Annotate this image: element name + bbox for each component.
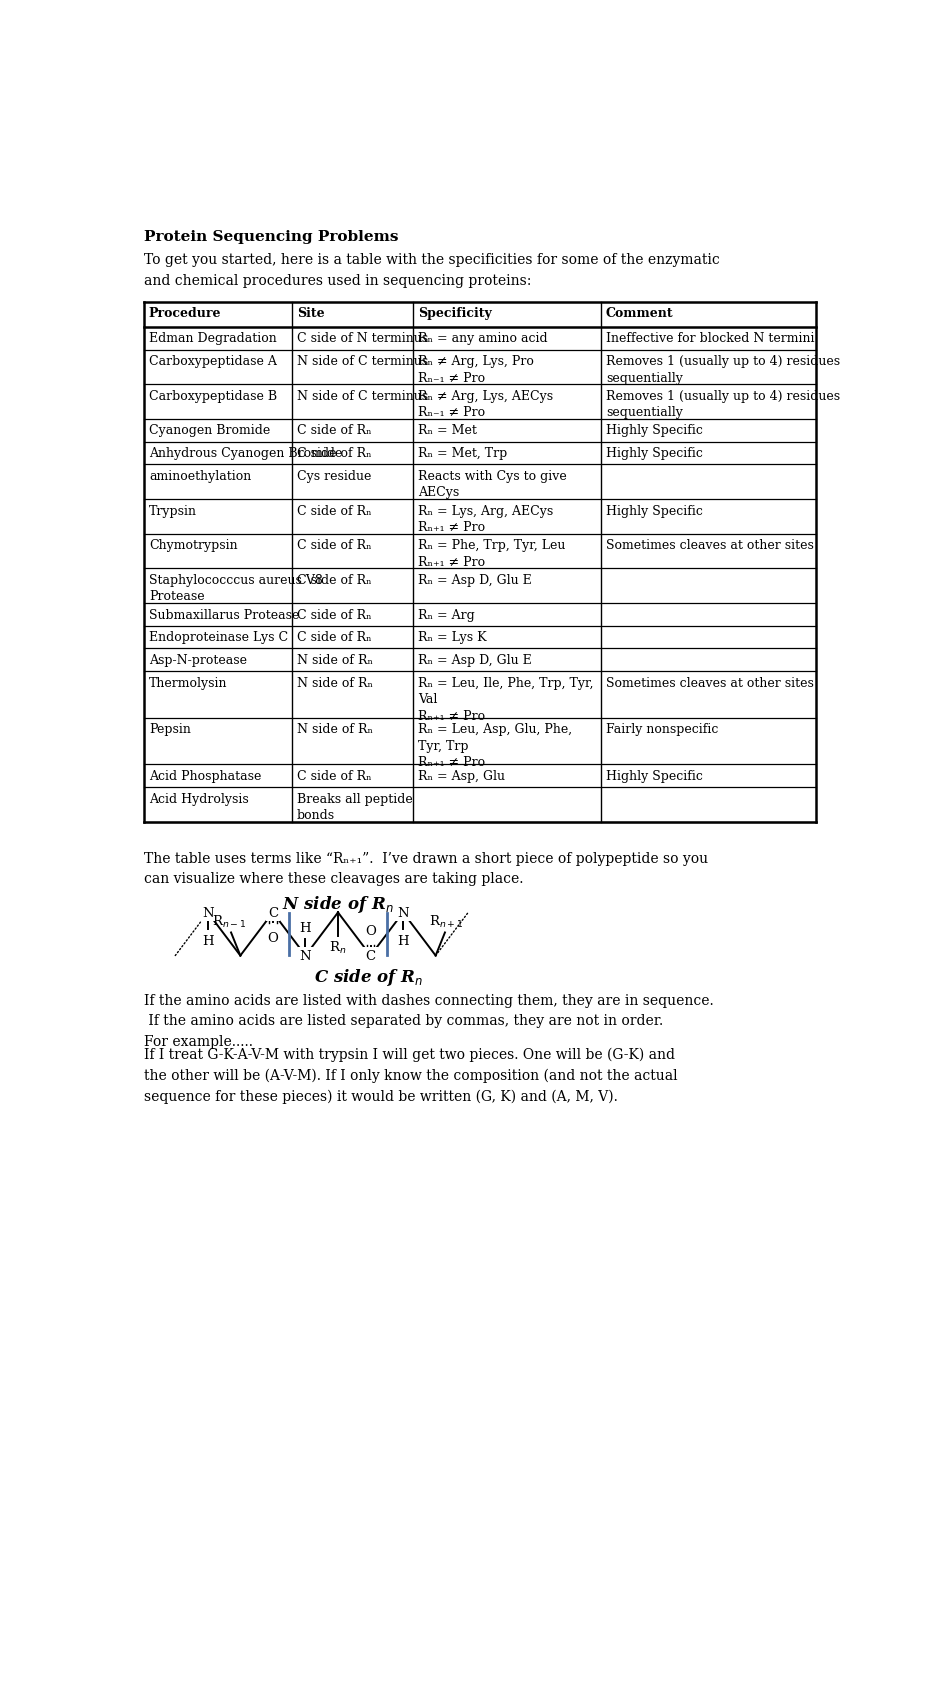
Text: N side of Rₙ: N side of Rₙ <box>297 654 373 667</box>
Text: Reacts with Cys to give
AECys: Reacts with Cys to give AECys <box>417 470 566 499</box>
Text: Site: Site <box>297 307 324 319</box>
Text: N side of Rₙ: N side of Rₙ <box>297 723 373 735</box>
Text: Highly Specific: Highly Specific <box>606 447 702 460</box>
Text: Removes 1 (usually up to 4) residues
sequentially: Removes 1 (usually up to 4) residues seq… <box>606 389 839 419</box>
Text: Rₙ = Leu, Ile, Phe, Trp, Tyr,
Val
Rₙ₊₁ ≠ Pro: Rₙ = Leu, Ile, Phe, Trp, Tyr, Val Rₙ₊₁ ≠… <box>417 676 592 722</box>
Text: C side of Rₙ: C side of Rₙ <box>297 574 371 586</box>
Text: Rₙ = Met: Rₙ = Met <box>417 424 476 436</box>
Text: Rₙ = Met, Trp: Rₙ = Met, Trp <box>417 447 506 460</box>
Text: Acid Hydrolysis: Acid Hydrolysis <box>149 791 248 805</box>
Text: Edman Degradation: Edman Degradation <box>149 333 276 345</box>
Text: N: N <box>300 949 311 963</box>
Text: N side of C terminus: N side of C terminus <box>297 389 428 402</box>
Text: Endoproteinase Lys C: Endoproteinase Lys C <box>149 632 287 644</box>
Text: Comment: Comment <box>606 307 673 319</box>
Text: C side of Rₙ: C side of Rₙ <box>297 769 371 783</box>
Text: Trypsin: Trypsin <box>149 504 197 518</box>
Text: Rₙ = Lys K: Rₙ = Lys K <box>417 632 486 644</box>
Text: C side of Rₙ: C side of Rₙ <box>297 504 371 518</box>
Text: N: N <box>397 907 408 919</box>
Text: Rₙ = Lys, Arg, AECys
Rₙ₊₁ ≠ Pro: Rₙ = Lys, Arg, AECys Rₙ₊₁ ≠ Pro <box>417 504 552 533</box>
Text: Acid Phosphatase: Acid Phosphatase <box>149 769 261 783</box>
Text: The table uses terms like “Rₙ₊₁”.  I’ve drawn a short piece of polypeptide so yo: The table uses terms like “Rₙ₊₁”. I’ve d… <box>144 851 708 886</box>
Text: C side of Rₙ: C side of Rₙ <box>297 608 371 621</box>
Text: Highly Specific: Highly Specific <box>606 504 702 518</box>
Text: C side of R$_n$: C side of R$_n$ <box>314 966 423 988</box>
Text: Rₙ = Asp D, Glu E: Rₙ = Asp D, Glu E <box>417 654 531 667</box>
Text: If the amino acids are listed with dashes connecting them, they are in sequence.: If the amino acids are listed with dashe… <box>144 993 713 1048</box>
Text: Carboxypeptidase A: Carboxypeptidase A <box>149 355 276 368</box>
Text: Pepsin: Pepsin <box>149 723 191 735</box>
Text: Cyanogen Bromide: Cyanogen Bromide <box>149 424 270 436</box>
Text: Rₙ ≠ Arg, Lys, Pro
Rₙ₋₁ ≠ Pro: Rₙ ≠ Arg, Lys, Pro Rₙ₋₁ ≠ Pro <box>417 355 533 384</box>
Text: To get you started, here is a table with the specificities for some of the enzym: To get you started, here is a table with… <box>144 253 719 287</box>
Text: N: N <box>202 907 213 919</box>
Text: Sometimes cleaves at other sites: Sometimes cleaves at other sites <box>606 676 812 689</box>
Text: C side of Rₙ: C side of Rₙ <box>297 424 371 436</box>
Text: Rₙ = Phe, Trp, Tyr, Leu
Rₙ₊₁ ≠ Pro: Rₙ = Phe, Trp, Tyr, Leu Rₙ₊₁ ≠ Pro <box>417 538 564 569</box>
Text: C side of Rₙ: C side of Rₙ <box>297 447 371 460</box>
Text: C: C <box>365 949 375 963</box>
Text: N side of Rₙ: N side of Rₙ <box>297 676 373 689</box>
Text: O: O <box>365 924 375 937</box>
Text: Submaxillarus Protease: Submaxillarus Protease <box>149 608 299 621</box>
Text: C side of Rₙ: C side of Rₙ <box>297 632 371 644</box>
Text: aminoethylation: aminoethylation <box>149 470 251 482</box>
Text: If I treat G-K-A-V-M with trypsin I will get two pieces. One will be (G-K) and
t: If I treat G-K-A-V-M with trypsin I will… <box>144 1046 677 1104</box>
Text: C: C <box>268 907 278 919</box>
Text: Chymotrypsin: Chymotrypsin <box>149 538 237 552</box>
Text: Fairly nonspecific: Fairly nonspecific <box>606 723 717 735</box>
Text: Specificity: Specificity <box>417 307 490 319</box>
Text: Rₙ ≠ Arg, Lys, AECys
Rₙ₋₁ ≠ Pro: Rₙ ≠ Arg, Lys, AECys Rₙ₋₁ ≠ Pro <box>417 389 552 419</box>
Text: H: H <box>300 922 311 934</box>
Text: Breaks all peptide
bonds: Breaks all peptide bonds <box>297 791 412 822</box>
Text: Rₙ = Asp, Glu: Rₙ = Asp, Glu <box>417 769 505 783</box>
Text: Asp-N-protease: Asp-N-protease <box>149 654 247 667</box>
Text: C side of Rₙ: C side of Rₙ <box>297 538 371 552</box>
Text: N side of C terminus: N side of C terminus <box>297 355 428 368</box>
Text: Rₙ = Arg: Rₙ = Arg <box>417 608 474 621</box>
Text: C side of N terminus: C side of N terminus <box>297 333 428 345</box>
Text: Cys residue: Cys residue <box>297 470 371 482</box>
Text: R$_{n-1}$: R$_{n-1}$ <box>212 914 246 931</box>
Text: Ineffective for blocked N termini: Ineffective for blocked N termini <box>606 333 813 345</box>
Text: H: H <box>397 934 408 947</box>
Text: R$_{n+1}$: R$_{n+1}$ <box>429 914 463 931</box>
Text: Procedure: Procedure <box>149 307 221 319</box>
Text: H: H <box>202 934 213 947</box>
Text: Carboxypeptidase B: Carboxypeptidase B <box>149 389 277 402</box>
Text: Rₙ = Asp D, Glu E: Rₙ = Asp D, Glu E <box>417 574 531 586</box>
Text: Thermolysin: Thermolysin <box>149 676 227 689</box>
Text: Highly Specific: Highly Specific <box>606 769 702 783</box>
Text: Highly Specific: Highly Specific <box>606 424 702 436</box>
Text: Rₙ = any amino acid: Rₙ = any amino acid <box>417 333 547 345</box>
Text: Staphylococccus aureus V8
Protease: Staphylococccus aureus V8 Protease <box>149 574 322 603</box>
Text: R$_n$: R$_n$ <box>329 939 346 956</box>
Text: Rₙ = Leu, Asp, Glu, Phe,
Tyr, Trp
Rₙ₊₁ ≠ Pro: Rₙ = Leu, Asp, Glu, Phe, Tyr, Trp Rₙ₊₁ ≠… <box>417 723 571 769</box>
Text: Protein Sequencing Problems: Protein Sequencing Problems <box>144 229 399 245</box>
Text: N side of R$_n$: N side of R$_n$ <box>282 893 393 915</box>
Text: Sometimes cleaves at other sites: Sometimes cleaves at other sites <box>606 538 812 552</box>
Text: O: O <box>267 932 278 944</box>
Text: Removes 1 (usually up to 4) residues
sequentially: Removes 1 (usually up to 4) residues seq… <box>606 355 839 384</box>
Text: Anhydrous Cyanogen Bromide: Anhydrous Cyanogen Bromide <box>149 447 342 460</box>
